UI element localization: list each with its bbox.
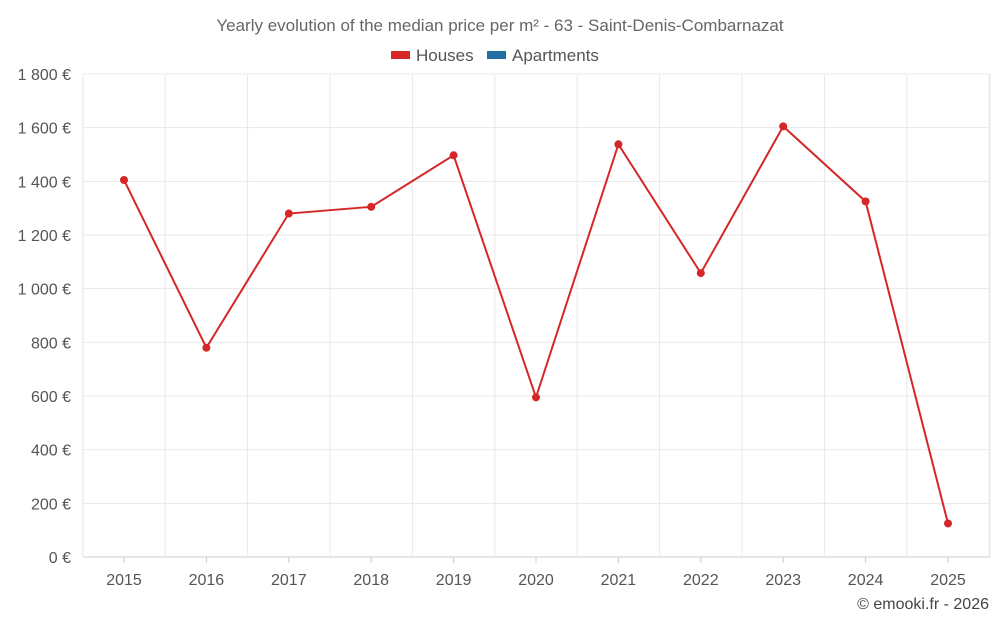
data-point[interactable] (532, 393, 540, 402)
y-tick-label: 600 € (31, 389, 71, 406)
data-point[interactable] (696, 269, 705, 278)
legend: Houses Apartments (391, 46, 599, 65)
x-tick-label: 2015 (106, 572, 142, 589)
data-point[interactable] (614, 140, 623, 149)
grid-lines (82, 73, 991, 558)
chart-title: Yearly evolution of the median price per… (216, 16, 784, 35)
legend-apartments-label[interactable]: Apartments (512, 46, 599, 65)
legend-houses-label[interactable]: Houses (416, 46, 474, 65)
x-tick-label: 2023 (765, 572, 801, 589)
data-point[interactable] (202, 343, 211, 352)
x-axis: 2015 2016 2017 2018 2019 2020 2021 2022 2023 2024… (106, 557, 966, 589)
series-houses (120, 122, 952, 528)
y-tick-label: 1 200 € (18, 228, 71, 245)
y-tick-label: 0 € (49, 550, 71, 567)
data-point[interactable] (449, 151, 458, 160)
y-tick-label: 800 € (31, 335, 71, 352)
credit-text: © emooki.fr - 2026 (857, 596, 989, 613)
x-tick-label: 2025 (930, 572, 966, 589)
y-tick-label: 1 000 € (18, 282, 71, 299)
y-tick-label: 200 € (31, 496, 71, 513)
y-tick-label: 1 400 € (18, 174, 71, 191)
legend-apartments-swatch[interactable] (487, 51, 506, 59)
data-point[interactable] (367, 202, 376, 211)
y-tick-label: 1 600 € (18, 121, 71, 138)
data-point[interactable] (944, 519, 952, 528)
x-tick-label: 2017 (271, 572, 307, 589)
data-point[interactable] (120, 175, 128, 184)
data-point[interactable] (861, 197, 870, 206)
x-tick-label: 2020 (518, 572, 554, 589)
x-tick-label: 2024 (848, 572, 884, 589)
x-tick-label: 2018 (353, 572, 389, 589)
x-tick-label: 2019 (436, 572, 472, 589)
x-tick-label: 2016 (189, 572, 225, 589)
data-point[interactable] (779, 122, 788, 131)
x-tick-label: 2021 (601, 572, 637, 589)
y-tick-label: 1 800 € (18, 67, 71, 84)
y-axis: 0 € 200 € 400 € 600 € 800 € 1 000 € 1 200 € 1 4… (18, 67, 71, 567)
legend-houses-swatch[interactable] (391, 51, 410, 59)
y-tick-label: 400 € (31, 443, 71, 460)
x-tick-label: 2022 (683, 572, 719, 589)
data-point[interactable] (284, 209, 293, 218)
